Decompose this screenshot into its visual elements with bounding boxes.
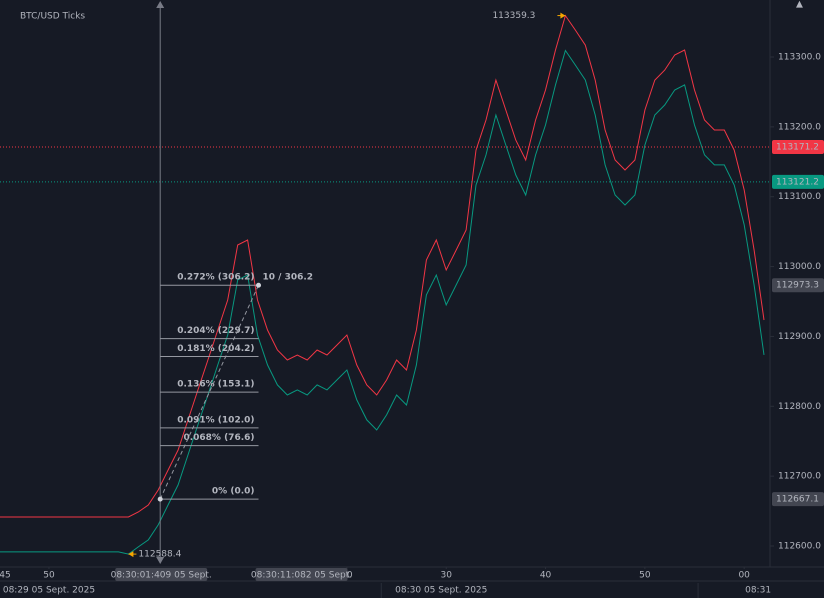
y-tick-label: 113000.0 xyxy=(778,262,821,272)
date-label: 08:29 05 Sept. 2025 xyxy=(3,586,95,596)
price-label: 113171.2 xyxy=(776,142,819,152)
y-tick-label: 113100.0 xyxy=(778,192,821,202)
fib-label: 0.068% (76.6) xyxy=(183,433,254,443)
fib-end-label: 10 / 306.2 xyxy=(263,273,314,283)
series-line xyxy=(0,14,765,518)
marker-head xyxy=(560,12,566,19)
fib-trend xyxy=(159,285,259,500)
cursor-arrow-bottom xyxy=(156,557,165,564)
fib-price-box xyxy=(772,278,824,293)
x-tick-label: 40 xyxy=(540,571,552,581)
price-label-box xyxy=(772,174,824,189)
fib-price-label: 112667.1 xyxy=(776,495,819,505)
fib-label: 0.136% (153.1) xyxy=(177,380,254,390)
marker-label: 112588.4 xyxy=(138,550,181,560)
x-tick-label: 50 xyxy=(639,571,651,581)
fib-price-box xyxy=(772,492,824,507)
date-label: 08:31 xyxy=(745,586,771,596)
plot xyxy=(0,14,765,555)
y-tick-label: 112800.0 xyxy=(778,402,821,412)
fib-label: 0.204% (229.7) xyxy=(177,326,254,336)
fib-label: 0.091% (102.0) xyxy=(177,415,254,425)
x-tick-label: 30 xyxy=(441,571,453,581)
y-tick-label: 112700.0 xyxy=(778,472,821,482)
axis-menu-arrow[interactable]: ▲ xyxy=(796,0,803,10)
fib-label: 0.181% (204.2) xyxy=(177,344,254,354)
date-label: 08:30 05 Sept. 2025 xyxy=(395,586,487,596)
x-tick-label: 50 xyxy=(43,571,55,581)
marker-label: 113359.3 xyxy=(492,11,535,21)
y-tick-label: 113200.0 xyxy=(778,122,821,132)
fib-label: 0% (0.0) xyxy=(212,487,255,497)
price-label: 113121.2 xyxy=(776,177,819,187)
fib-handle xyxy=(256,282,262,288)
series-line xyxy=(0,49,765,555)
cursor-label: 08:30:01:409 05 Sept. xyxy=(111,571,212,581)
cursor-label: 08:30:11:082 05 Sept. xyxy=(251,571,352,581)
y-tick-label: 112900.0 xyxy=(778,332,821,342)
fib-label: 0.272% (306.2) xyxy=(177,273,254,283)
fib-handle xyxy=(157,496,163,502)
y-tick-label: 113300.0 xyxy=(778,53,821,63)
marker-head xyxy=(128,551,134,558)
price-label-box xyxy=(772,139,824,154)
x-tick-label: 45 xyxy=(0,571,11,581)
y-tick-label: 112600.0 xyxy=(778,541,821,551)
cursor-arrow-top xyxy=(156,1,165,8)
fib-price-label: 112973.3 xyxy=(776,281,819,291)
cursor-label-box xyxy=(115,568,208,581)
x-tick-label: 00 xyxy=(738,571,750,581)
chart-title: BTC/USD Ticks xyxy=(20,12,85,22)
cursor-label-box xyxy=(255,568,348,581)
